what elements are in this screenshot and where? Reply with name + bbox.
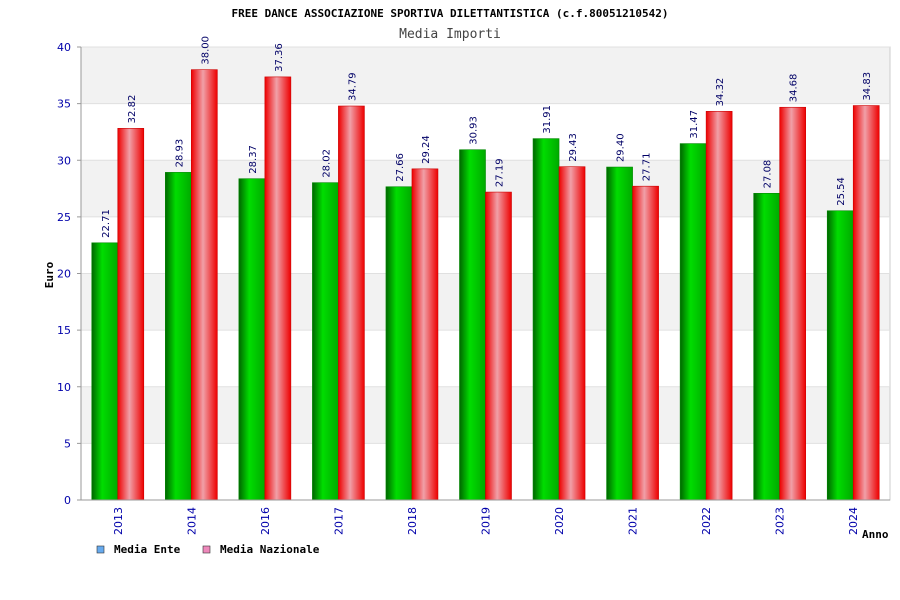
- value-label: 25.54: [836, 177, 847, 206]
- bar-media-nazionale-2019: [485, 191, 512, 501]
- value-labels: 22.71 32.82 28.93 38.00 28.37 37.36 28.02 34.79…: [101, 36, 873, 238]
- y-tick-label: 0: [64, 494, 71, 507]
- value-label: 34.68: [789, 74, 800, 103]
- y-tick-label: 35: [57, 98, 71, 111]
- value-label: 31.91: [542, 105, 553, 134]
- bar-media-ente-2022: [679, 143, 707, 501]
- bar-media-ente-2018: [385, 186, 413, 501]
- bar-media-ente-2016: [238, 178, 266, 501]
- bar-media-nazionale-2013: [117, 128, 145, 501]
- x-tick-label: 2019: [480, 507, 493, 535]
- legend-label-media-ente: Media Ente: [114, 543, 181, 556]
- bar-media-ente-2019: [459, 149, 486, 501]
- x-tick-label: 2024: [847, 507, 860, 535]
- y-tick-label: 5: [64, 437, 71, 450]
- value-label: 32.82: [127, 95, 138, 124]
- chart-title: FREE DANCE ASSOCIAZIONE SPORTIVA DILETTA…: [231, 7, 668, 20]
- bar-media-ente-2013: [91, 242, 119, 501]
- y-axis-label: Euro: [43, 261, 56, 288]
- value-label: 37.36: [274, 43, 285, 72]
- bar-media-nazionale-2021: [632, 185, 659, 501]
- x-tick-label: 2021: [627, 507, 640, 535]
- bar-media-nazionale-2020: [558, 166, 586, 501]
- bars: [91, 69, 880, 501]
- x-axis-ticks: 2013 2014 2016 2017 2018 2019 2020 2021 2022 2023…: [112, 507, 860, 535]
- bar-media-nazionale-2018: [411, 168, 439, 501]
- bar-media-nazionale-2016: [264, 76, 292, 501]
- value-label: 27.08: [763, 160, 774, 189]
- bar-media-ente-2023: [753, 193, 780, 501]
- y-tick-label: 30: [57, 154, 71, 167]
- value-label: 28.37: [248, 145, 259, 174]
- bar-media-nazionale-2022: [705, 111, 733, 501]
- value-label: 34.32: [715, 78, 726, 107]
- value-label: 34.79: [347, 72, 358, 101]
- value-label: 29.24: [421, 135, 432, 164]
- value-label: 34.83: [862, 72, 873, 101]
- legend: Media Ente Media Nazionale: [96, 543, 320, 556]
- bar-media-ente-2021: [606, 166, 633, 501]
- x-tick-label: 2018: [406, 507, 419, 535]
- legend-swatch-media-nazionale: [202, 545, 211, 554]
- bar-media-nazionale-2024: [852, 105, 880, 501]
- value-label: 28.02: [321, 149, 332, 178]
- value-label: 27.71: [642, 153, 653, 182]
- x-tick-label: 2016: [259, 507, 272, 535]
- y-axis-ticks: 0 5 10 15 20 25 30 35 40: [57, 41, 81, 507]
- value-label: 27.19: [495, 158, 506, 187]
- y-tick-label: 15: [57, 324, 71, 337]
- y-tick-label: 40: [57, 41, 71, 54]
- chart-subtitle: Media Importi: [399, 27, 501, 42]
- bar-media-nazionale-2014: [191, 69, 218, 501]
- value-label: 30.93: [469, 116, 480, 145]
- bar-media-ente-2014: [165, 172, 192, 501]
- value-label: 31.47: [689, 110, 700, 139]
- y-tick-label: 20: [57, 268, 71, 281]
- y-tick-label: 10: [57, 381, 71, 394]
- value-label: 28.93: [174, 139, 185, 168]
- value-label: 22.71: [101, 209, 112, 238]
- x-tick-label: 2014: [185, 507, 198, 535]
- value-label: 38.00: [200, 36, 211, 65]
- x-tick-label: 2017: [332, 507, 345, 535]
- bar-media-ente-2020: [532, 138, 560, 501]
- value-label: 29.40: [616, 133, 627, 162]
- bar-media-nazionale-2017: [338, 105, 365, 501]
- x-tick-label: 2020: [553, 507, 566, 535]
- legend-label-media-nazionale: Media Nazionale: [220, 543, 320, 556]
- bar-media-nazionale-2023: [779, 106, 806, 501]
- bar-media-ente-2017: [312, 182, 339, 501]
- x-tick-label: 2013: [112, 507, 125, 535]
- x-tick-label: 2022: [700, 507, 713, 535]
- value-label: 27.66: [395, 153, 406, 182]
- y-tick-label: 25: [57, 211, 71, 224]
- x-axis-label: Anno: [862, 528, 889, 541]
- legend-swatch-media-ente: [96, 545, 105, 554]
- x-tick-label: 2023: [774, 507, 787, 535]
- value-label: 29.43: [568, 133, 579, 162]
- bar-media-ente-2024: [826, 210, 854, 501]
